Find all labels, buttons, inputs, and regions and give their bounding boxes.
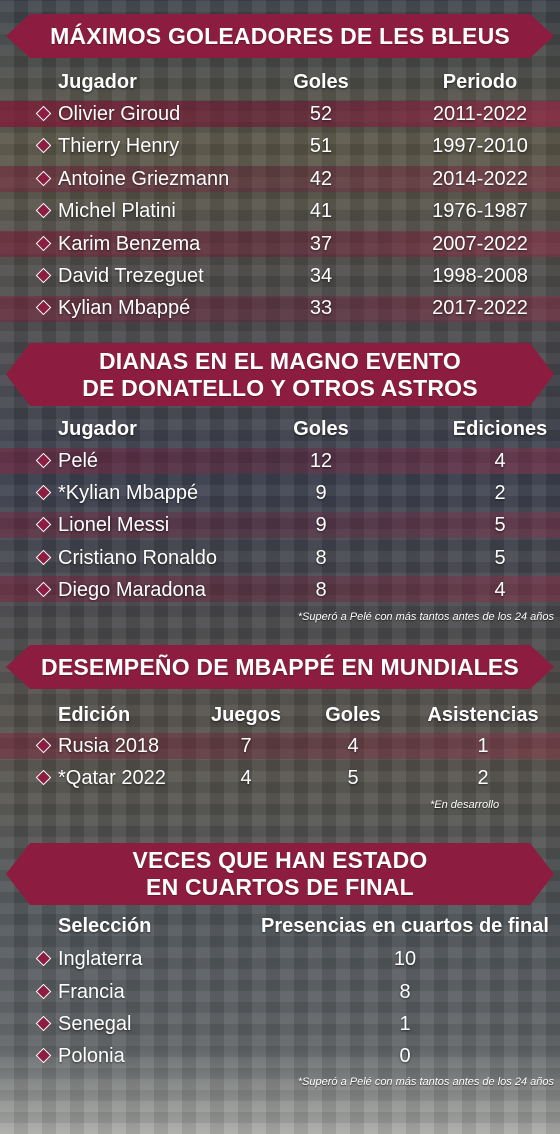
player-name: Pelé [58,450,99,472]
team-name: Francia [58,981,125,1003]
editions-value: 4 [494,450,506,472]
period-value: 2014-2022 [432,168,528,190]
row-band [0,166,560,192]
goals-value: 9 [315,514,327,536]
section-title: MÁXIMOS GOLEADORES DE LES BLEUS [50,22,510,49]
column-header-team: Selección [58,915,152,937]
diamond-bullet-icon [35,137,52,154]
footnote: *En desarrollo [430,799,500,811]
column-header-player: Jugador [58,418,137,440]
player-name: Cristiano Ronaldo [58,547,217,569]
section-title-line-1: DIANAS EN EL MAGNO EVENTO [99,347,461,374]
diamond-bullet-icon [35,769,52,786]
column-header-player: Jugador [58,71,137,93]
diamond-bullet-icon [35,983,52,1000]
team-name: Inglaterra [58,948,143,970]
row-band [0,733,560,759]
appearances-value: 0 [399,1045,411,1067]
editions-value: 5 [494,514,506,536]
row-band [0,448,560,474]
team-name: Senegal [58,1013,132,1035]
row-band [0,296,560,322]
editions-value: 5 [494,547,506,569]
goals-value: 4 [347,735,359,757]
footnote: *Superó a Pelé con más tantos antes de l… [297,611,554,623]
player-name: David Trezeguet [58,265,204,287]
row-band [0,231,560,257]
footnote: *Superó a Pelé con más tantos antes de l… [297,1076,554,1088]
diamond-bullet-icon [35,267,52,284]
row-band [0,101,560,127]
appearances-value: 8 [399,981,411,1003]
player-name: Karim Benzema [58,233,201,255]
player-name: Thierry Henry [58,135,180,157]
goals-value: 41 [309,200,333,222]
goals-value: 37 [309,233,333,255]
row-band [0,576,560,602]
period-value: 1997-2010 [432,135,528,157]
diamond-bullet-icon [35,1015,52,1032]
goals-value: 8 [315,579,327,601]
goals-value: 8 [315,547,327,569]
period-value: 2007-2022 [432,233,528,255]
games-value: 7 [240,735,252,757]
goals-value: 51 [309,135,333,157]
edition-name: Rusia 2018 [58,735,160,757]
section-banner-world-cup-goals: DIANAS EN EL MAGNO EVENTO DE DONATELLO Y… [6,343,554,406]
player-name: *Kylian Mbappé [58,482,199,504]
column-header-editions: Ediciones [452,418,548,440]
diamond-bullet-icon [35,549,52,566]
appearances-value: 10 [393,948,417,970]
diamond-bullet-icon [35,202,52,219]
column-header-goals: Goles [293,418,349,440]
edition-name: *Qatar 2022 [58,767,166,789]
player-name: Antoine Griezmann [58,168,230,190]
section-title-line-2: DE DONATELLO Y OTROS ASTROS [82,374,478,401]
section-title-line-1: VECES QUE HAN ESTADO [132,847,428,873]
column-header-assists: Asistencias [427,704,539,726]
column-header-period: Periodo [442,71,518,93]
goals-value: 42 [309,168,333,190]
section-title: DESEMPEÑO DE MBAPPÉ EN MUNDIALES [41,653,519,680]
section-banner-mbappe-world-cups: DESEMPEÑO DE MBAPPÉ EN MUNDIALES [6,645,554,689]
goals-value: 34 [309,265,333,287]
diamond-bullet-icon [35,484,52,501]
assists-value: 2 [477,767,489,789]
games-value: 4 [240,767,252,789]
goals-value: 33 [309,297,333,319]
section-banner-quarterfinals: VECES QUE HAN ESTADO EN CUARTOS DE FINAL [6,843,554,905]
team-name: Polonia [58,1045,125,1067]
editions-value: 4 [494,579,506,601]
goals-value: 9 [315,482,327,504]
player-name: Lionel Messi [58,514,170,536]
goals-value: 12 [309,450,333,472]
diamond-bullet-icon [35,1047,52,1064]
player-name: Diego Maradona [58,579,206,601]
diamond-bullet-icon [35,950,52,967]
row-band [0,512,560,538]
goals-value: 5 [347,767,359,789]
period-value: 1976-1987 [432,200,528,222]
column-header-edition: Edición [58,704,131,726]
section-title-line-2: EN CUARTOS DE FINAL [146,874,414,900]
period-value: 1998-2008 [432,265,528,287]
assists-value: 1 [477,735,489,757]
appearances-value: 1 [399,1013,411,1035]
player-name: Kylian Mbappé [58,297,191,319]
period-value: 2011-2022 [432,103,528,125]
column-header-games: Juegos [210,704,282,726]
goals-value: 52 [309,103,333,125]
player-name: Michel Platini [58,200,176,222]
column-header-goals: Goles [293,71,349,93]
player-name: Olivier Giroud [58,103,181,125]
column-header-goals: Goles [325,704,381,726]
section-banner-top-scorers: MÁXIMOS GOLEADORES DE LES BLEUS [6,14,554,58]
editions-value: 2 [494,482,506,504]
period-value: 2017-2022 [432,297,528,319]
column-header-quarterfinal-appearances: Presencias en cuartos de final [261,915,549,937]
